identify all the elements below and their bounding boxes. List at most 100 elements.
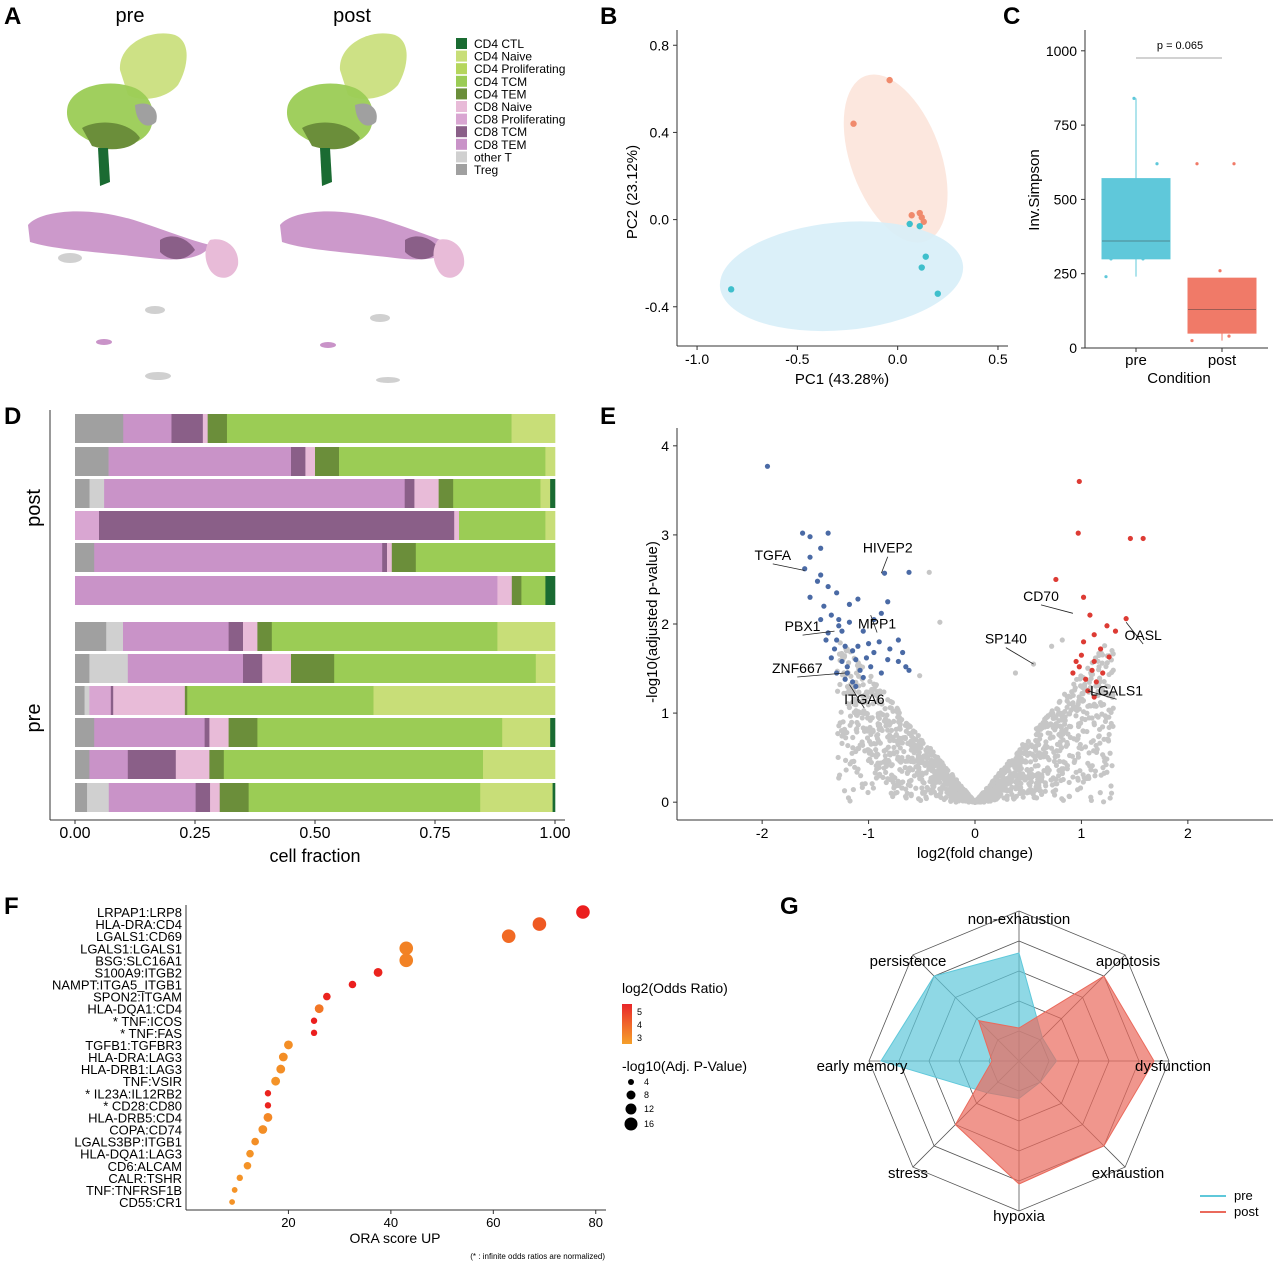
ns-gene-point [864, 694, 870, 700]
legend-swatch [456, 75, 467, 87]
ns-gene-point [1042, 744, 1048, 750]
ns-gene-point [1073, 713, 1079, 719]
legend-swatch [456, 164, 467, 175]
ns-gene-point [845, 795, 852, 801]
ns-gene-point [915, 732, 921, 739]
ns-gene-point [1089, 715, 1095, 721]
ns-gene-point [1055, 706, 1061, 713]
panel-d-bars: 0.00 0.25 0.50 0.75 1.00 cell fraction post … [23, 410, 571, 866]
bar-segment [75, 718, 95, 747]
ns-gene-point [836, 772, 843, 778]
gene-label-connector [870, 614, 878, 633]
ns-gene-point [1020, 790, 1026, 796]
bar-segment [228, 718, 258, 747]
ns-gene-point [1015, 756, 1021, 763]
ora-xlabel: ORA score UP [349, 1230, 440, 1246]
gene-label: OASL [1124, 627, 1162, 643]
radar-axis-label: persistence [870, 953, 947, 970]
ns-gene-point [1059, 769, 1065, 775]
ns-gene-point [857, 663, 863, 669]
ns-gene-point [1097, 790, 1103, 796]
ns-gene-point [1018, 750, 1024, 756]
legend-label: CD8 Naive [474, 100, 532, 114]
volcano-xlabel: log2(fold change) [917, 845, 1033, 862]
bar-segment [175, 750, 210, 779]
ns-gene-point [883, 769, 889, 775]
ora-dot [310, 1017, 318, 1024]
gene-label: SP140 [985, 631, 1027, 647]
up-gene-point [1123, 616, 1129, 622]
ns-gene-point [1093, 703, 1099, 709]
bar-segment [110, 686, 114, 715]
ora-pair-label: SPON2:ITGAM [93, 990, 182, 1005]
pca-point [908, 212, 915, 219]
gene-label: MPP1 [858, 615, 896, 631]
bar-segment [404, 479, 415, 508]
ns-gene-point [1075, 775, 1081, 781]
up-gene-point [1097, 646, 1104, 652]
ns-gene-point [901, 748, 907, 755]
ns-gene-point [852, 696, 858, 702]
ns-gene-point [919, 770, 925, 776]
ora-pair-label: TGFB1:TGFBR3 [85, 1038, 182, 1053]
ns-gene-point [1109, 763, 1115, 769]
ns-gene-point [1089, 763, 1095, 769]
gene-label-connector [849, 684, 865, 709]
ns-gene-point [1104, 736, 1110, 742]
ns-gene-point [1039, 778, 1045, 784]
gene-label-connector [797, 672, 846, 678]
down-gene-point [825, 583, 831, 590]
ns-gene-point [887, 732, 893, 738]
down-gene-point [850, 679, 856, 685]
ora-pair-label: HLA-DRB5:CD4 [88, 1110, 182, 1125]
ns-gene-point [889, 699, 895, 706]
ns-gene-point [1018, 780, 1024, 787]
down-gene-point [846, 601, 853, 608]
ns-gene-point [1077, 676, 1083, 682]
down-gene-point [818, 572, 824, 578]
umap-treg-cluster [135, 103, 157, 126]
ns-gene-point [1093, 749, 1100, 755]
y-tick-label: 2 [661, 616, 669, 632]
ns-gene-point [988, 782, 994, 788]
ns-gene-point [873, 754, 879, 760]
pre-confidence-ellipse [719, 221, 964, 332]
volcano-plot: -2 -1 0 1 2 0 1 2 3 4 TGFA HIVEP2 MPP1 PBX1 ZNF667 ITGA… [661, 428, 1273, 841]
bar-segment [210, 783, 221, 812]
ns-gene-point [1084, 710, 1090, 716]
ns-gene-point [1099, 660, 1105, 666]
panel-c-boxplot: 0 250 500 750 1000 pre post p = 0.065 Conditio… [1026, 30, 1268, 387]
umap-cd4-naive-cluster [119, 33, 187, 99]
ns-gene-point [1032, 756, 1038, 763]
gene-label-connector [1125, 621, 1144, 645]
pca-point [916, 222, 923, 230]
ns-gene-point [998, 771, 1004, 778]
legend-swatch [456, 151, 467, 163]
panel-label-a: A [4, 3, 21, 30]
ns-gene-point [1037, 773, 1043, 780]
up-gene-point [1106, 654, 1112, 660]
x-tick-label: 0 [971, 825, 979, 841]
ns-gene-point [867, 748, 873, 754]
bar-segment [207, 414, 228, 443]
ns-gene-point [877, 740, 883, 746]
x-tick-label: 80 [589, 1215, 603, 1230]
y-tick-label: 500 [1054, 191, 1078, 207]
umap-other-t-cluster [58, 253, 82, 263]
pca-point [920, 218, 927, 225]
pca-point [922, 253, 929, 260]
ns-gene-point [1014, 783, 1020, 789]
bar-segment [497, 576, 513, 605]
ns-gene-point [1007, 788, 1013, 794]
bar-segment [209, 750, 225, 779]
down-gene-point [842, 643, 848, 649]
bar-segment [552, 783, 556, 812]
ns-gene-point [920, 740, 926, 746]
ns-gene-point [835, 754, 841, 761]
ns-gene-point [880, 774, 886, 780]
ns-gene-point [911, 735, 917, 741]
ns-gene-point [889, 762, 895, 768]
ns-gene-point [1033, 780, 1039, 786]
ns-gene-point [891, 751, 897, 757]
ora-dot [229, 1199, 235, 1205]
